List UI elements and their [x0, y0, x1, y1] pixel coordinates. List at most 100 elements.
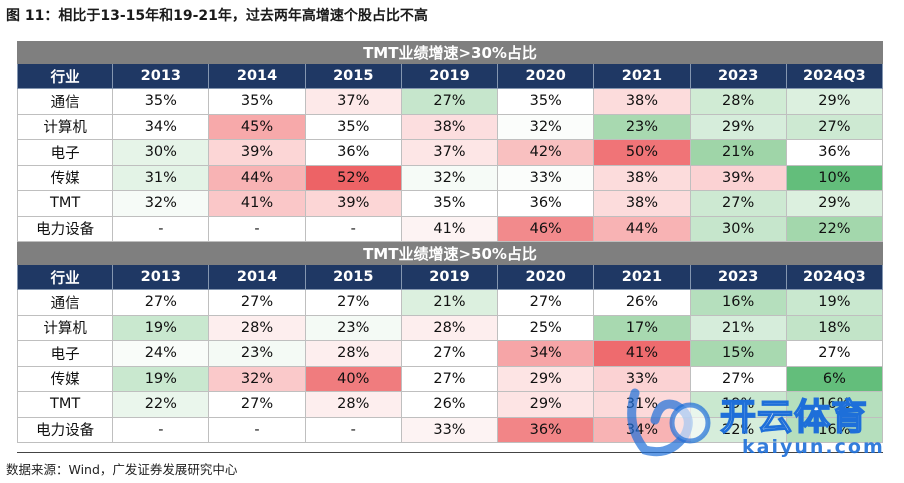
value-cell: 41% — [209, 191, 306, 217]
value-cell: - — [113, 216, 210, 242]
value-cell: 27% — [786, 341, 883, 367]
value-cell: 27% — [401, 89, 499, 115]
value-cell: 27% — [690, 191, 787, 217]
value-cell: 44% — [209, 165, 306, 191]
header-cell: 2019 — [401, 265, 499, 290]
row-label: 传媒 — [17, 165, 114, 191]
value-cell: 23% — [594, 114, 691, 140]
value-cell: 10% — [786, 165, 883, 191]
value-cell: 22% — [786, 216, 883, 242]
value-cell: - — [209, 216, 306, 242]
value-cell: 32% — [498, 114, 595, 140]
value-cell: 28% — [209, 315, 306, 341]
value-cell: 28% — [305, 392, 402, 418]
row-label: TMT — [17, 392, 114, 418]
value-cell: - — [305, 216, 402, 242]
value-cell: 38% — [401, 114, 499, 140]
value-cell: 38% — [594, 191, 691, 217]
value-cell: 19% — [786, 290, 883, 316]
value-cell: 16% — [690, 290, 787, 316]
source-note: 数据来源：Wind，广发证券发展研究中心 — [6, 462, 238, 477]
value-cell: 28% — [690, 89, 787, 115]
header-cell: 行业 — [17, 265, 114, 290]
header-cell: 2020 — [498, 265, 595, 290]
watermark-logo — [627, 388, 711, 457]
value-cell: 29% — [690, 114, 787, 140]
value-cell: 21% — [690, 140, 787, 166]
value-cell: 6% — [786, 366, 883, 392]
value-cell: 36% — [498, 417, 595, 443]
value-cell: 29% — [786, 89, 883, 115]
value-cell: 25% — [498, 315, 595, 341]
header-cell: 2013 — [113, 64, 210, 89]
value-cell: 27% — [113, 290, 210, 316]
value-cell: 24% — [113, 341, 210, 367]
value-cell: 23% — [305, 315, 402, 341]
value-cell: 34% — [498, 341, 595, 367]
value-cell: 29% — [498, 392, 595, 418]
value-cell: 45% — [209, 114, 306, 140]
value-cell: 52% — [305, 165, 402, 191]
value-cell: 46% — [498, 216, 595, 242]
value-cell: 31% — [113, 165, 210, 191]
row-label: 电力设备 — [17, 417, 114, 443]
value-cell: 50% — [594, 140, 691, 166]
header-cell: 2020 — [498, 64, 595, 89]
header-cell: 2024Q3 — [786, 64, 883, 89]
value-cell: 26% — [401, 392, 499, 418]
value-cell: 37% — [401, 140, 499, 166]
value-cell: 27% — [401, 341, 499, 367]
value-cell: - — [305, 417, 402, 443]
header-cell: 2015 — [305, 64, 402, 89]
row-label: 计算机 — [17, 315, 114, 341]
value-cell: 39% — [209, 140, 306, 166]
value-cell: 40% — [305, 366, 402, 392]
header-cell: 行业 — [17, 64, 114, 89]
value-cell: 33% — [594, 366, 691, 392]
header-cell: 2019 — [401, 64, 499, 89]
value-cell: 23% — [209, 341, 306, 367]
value-cell: 17% — [594, 315, 691, 341]
value-cell: 16% — [786, 417, 883, 443]
value-cell: 27% — [786, 114, 883, 140]
value-cell: 29% — [498, 366, 595, 392]
row-label: TMT — [17, 191, 114, 217]
header-cell: 2013 — [113, 265, 210, 290]
section-title: TMT业绩增速>50%占比 — [17, 242, 883, 265]
row-label: 电子 — [17, 341, 114, 367]
section-title: TMT业绩增速>30%占比 — [17, 41, 883, 64]
value-cell: 33% — [498, 165, 595, 191]
value-cell: 29% — [786, 191, 883, 217]
value-cell: 41% — [401, 216, 499, 242]
value-cell: 35% — [401, 191, 499, 217]
row-label: 电力设备 — [17, 216, 114, 242]
value-cell: 41% — [594, 341, 691, 367]
value-cell: 32% — [113, 191, 210, 217]
value-cell: 32% — [209, 366, 306, 392]
value-cell: 30% — [690, 216, 787, 242]
value-cell: - — [209, 417, 306, 443]
row-label: 电子 — [17, 140, 114, 166]
value-cell: 39% — [305, 191, 402, 217]
value-cell: 26% — [594, 290, 691, 316]
value-cell: 32% — [401, 165, 499, 191]
value-cell: 36% — [305, 140, 402, 166]
figure-title: 图 11：相比于13-15年和19-21年，过去两年高增速个股占比不高 — [6, 8, 428, 24]
row-label: 通信 — [17, 290, 114, 316]
value-cell: 35% — [113, 89, 210, 115]
value-cell: 18% — [786, 315, 883, 341]
value-cell: 27% — [209, 392, 306, 418]
value-cell: 21% — [401, 290, 499, 316]
value-cell: 28% — [401, 315, 499, 341]
value-cell: 28% — [305, 341, 402, 367]
value-cell: 30% — [113, 140, 210, 166]
header-cell: 2021 — [594, 265, 691, 290]
value-cell: 15% — [690, 341, 787, 367]
value-cell: 22% — [113, 392, 210, 418]
value-cell: 36% — [498, 191, 595, 217]
value-cell: 38% — [594, 89, 691, 115]
row-label: 传媒 — [17, 366, 114, 392]
value-cell: 27% — [498, 290, 595, 316]
header-cell: 2024Q3 — [786, 265, 883, 290]
value-cell: 19% — [113, 315, 210, 341]
